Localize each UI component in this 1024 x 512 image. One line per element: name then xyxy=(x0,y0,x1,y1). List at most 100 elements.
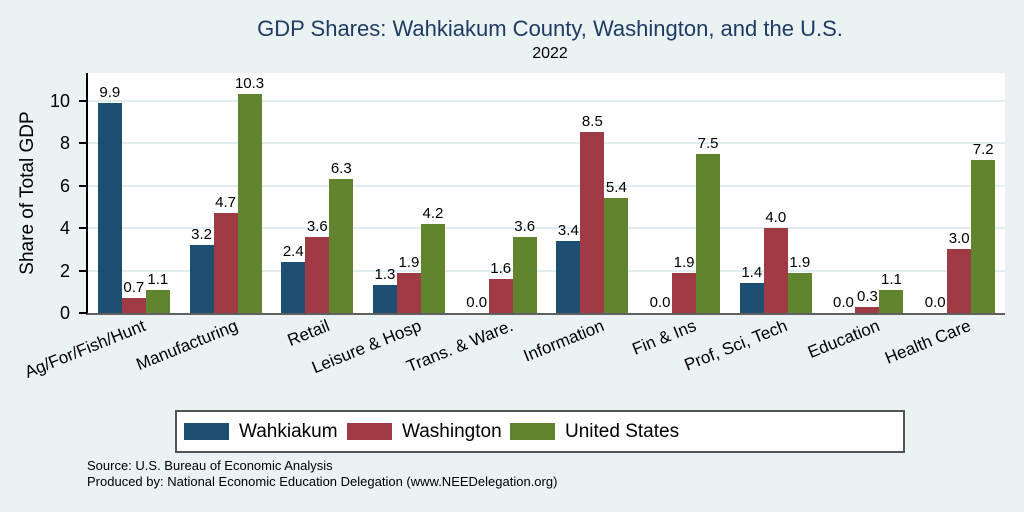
y-tick-label: 6 xyxy=(59,175,70,196)
x-category-label: Retail xyxy=(284,316,332,350)
bar-united-states xyxy=(604,198,629,313)
x-category-label: Education xyxy=(804,316,883,363)
bar-slot-washington: 3.6 xyxy=(305,219,330,313)
bar-value-label: 1.1 xyxy=(147,270,169,288)
legend: Wahkiakum Washington United States xyxy=(175,410,905,453)
bar-united-states xyxy=(971,160,996,313)
bar-value-label: 0.0 xyxy=(833,294,854,311)
bar-wahkiakum xyxy=(739,283,764,313)
bar-united-states xyxy=(237,94,262,313)
bar-washington xyxy=(580,132,605,313)
y-tick-label: 0 xyxy=(59,303,70,323)
bar-united-states xyxy=(512,236,537,313)
legend-swatch-wahkiakum xyxy=(184,423,229,440)
bar-group: 1.4 4.0 1.9 xyxy=(730,73,822,313)
legend-item-washington: Washington xyxy=(347,421,510,443)
bar-value-label: 3.0 xyxy=(948,230,970,248)
bar-wahkiakum xyxy=(97,102,122,313)
x-category-label: Prof, Sci, Tech xyxy=(682,316,791,375)
bar-washington xyxy=(763,228,788,313)
bar-value-label: 1.3 xyxy=(374,266,396,284)
y-tick-label: 10 xyxy=(49,90,70,111)
bar-united-states xyxy=(787,272,812,313)
bar-groups: 9.9 0.7 1.1 3.2 4.7 10.3 2.4 3.6 6.3 1.3 1.9 4.2 0.0… xyxy=(88,73,1005,313)
bar-slot-wahkiakum: 2.4 xyxy=(281,244,306,313)
bar-value-label: 3.4 xyxy=(557,221,579,239)
bar-slot-united-states: 3.6 xyxy=(512,219,537,313)
bar-slot-wahkiakum: 1.3 xyxy=(372,267,397,313)
title-block: GDP Shares: Wahkiakum County, Washington… xyxy=(70,16,1024,63)
bar-slot-washington: 1.6 xyxy=(488,261,513,313)
bar-washington xyxy=(121,298,146,313)
y-tick-mark xyxy=(79,227,86,230)
bar-united-states xyxy=(696,153,721,313)
bar-slot-washington: 8.5 xyxy=(580,114,605,313)
chart-title: GDP Shares: Wahkiakum County, Washington… xyxy=(257,16,843,41)
bar-value-label: 4.0 xyxy=(765,209,787,227)
bar-group: 0.0 0.3 1.1 xyxy=(822,73,914,313)
y-tick-mark xyxy=(79,184,86,187)
bar-slot-united-states: 10.3 xyxy=(235,76,264,313)
bar-wahkiakum xyxy=(281,262,306,313)
legend-item-wahkiakum: Wahkiakum xyxy=(184,421,347,443)
gridline xyxy=(88,142,1005,145)
bar-washington xyxy=(305,236,330,313)
bar-united-states xyxy=(879,289,904,313)
bar-group: 0.0 1.9 7.5 xyxy=(638,73,730,313)
legend-label: United States xyxy=(565,420,680,442)
legend-item-united-states: United States xyxy=(510,421,679,443)
footer-produced-by-line: Produced by: National Economic Education… xyxy=(87,474,558,489)
chart-subtitle: 2022 xyxy=(532,45,568,62)
y-tick-label: 8 xyxy=(59,133,70,154)
bar-slot-washington: 3.0 xyxy=(947,231,972,313)
legend-swatch-united-states xyxy=(510,423,555,440)
bar-slot-washington: 4.7 xyxy=(213,195,238,313)
y-axis-ticks: 0 2 4 6 8 10 xyxy=(0,73,86,323)
bar-value-label: 1.9 xyxy=(789,253,811,271)
bar-value-label: 9.9 xyxy=(99,83,121,101)
bar-value-label: 0.0 xyxy=(649,294,671,311)
bar-united-states xyxy=(145,289,170,313)
bar-slot-united-states: 6.3 xyxy=(329,161,354,313)
gridline xyxy=(88,99,1005,102)
bar-value-label: 0.0 xyxy=(924,294,946,311)
gridline xyxy=(88,184,1005,187)
bar-value-label: 3.6 xyxy=(306,217,328,235)
x-category-label: Fin & Ins xyxy=(629,316,699,359)
bar-group: 0.0 3.0 7.2 xyxy=(913,73,1005,313)
legend-label: Washington xyxy=(402,420,502,442)
gridline xyxy=(88,269,1005,272)
legend-label: Wahkiakum xyxy=(239,420,338,442)
bar-slot-united-states: 7.2 xyxy=(971,142,996,313)
bar-slot-united-states: 1.1 xyxy=(879,272,904,313)
bar-group: 3.2 4.7 10.3 xyxy=(180,73,272,313)
bar-wahkiakum xyxy=(556,240,581,313)
bar-value-label: 1.4 xyxy=(741,264,763,282)
bar-united-states xyxy=(420,223,445,313)
bar-value-label: 1.1 xyxy=(881,270,902,288)
plot-area: 9.9 0.7 1.1 3.2 4.7 10.3 2.4 3.6 6.3 1.3 1.9 4.2 0.0… xyxy=(86,73,1005,315)
y-tick-mark xyxy=(79,99,86,102)
bar-value-label: 0.3 xyxy=(857,287,878,305)
bar-slot-washington: 4.0 xyxy=(763,210,788,313)
bar-value-label: 10.3 xyxy=(234,75,265,93)
y-tick-label: 4 xyxy=(59,218,70,239)
bar-slot-washington: 0.3 xyxy=(855,289,880,313)
bar-value-label: 6.3 xyxy=(330,160,352,178)
bar-value-label: 8.5 xyxy=(581,113,603,131)
bar-slot-wahkiakum: 3.2 xyxy=(189,227,214,313)
footer: Source: U.S. Bureau of Economic Analysis… xyxy=(87,458,557,490)
bar-group: 3.4 8.5 5.4 xyxy=(547,73,639,313)
bar-value-label: 1.6 xyxy=(490,260,512,278)
y-tick-mark xyxy=(79,269,86,272)
bar-washington xyxy=(213,213,238,313)
bar-value-label: 3.6 xyxy=(514,217,536,235)
bar-slot-washington: 1.9 xyxy=(672,255,697,313)
bar-slot-united-states: 1.1 xyxy=(145,272,170,313)
y-tick-mark xyxy=(79,142,86,145)
legend-swatch-washington xyxy=(347,423,392,440)
bar-group: 0.0 1.6 3.6 xyxy=(455,73,547,313)
bar-wahkiakum xyxy=(372,285,397,313)
x-category-label: Health Care xyxy=(882,316,974,368)
